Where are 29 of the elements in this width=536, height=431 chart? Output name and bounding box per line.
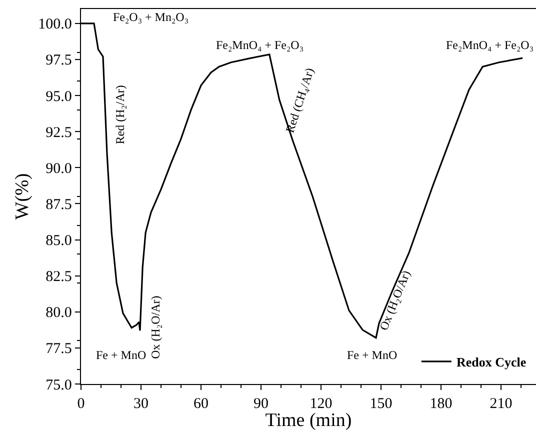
legend-label: Redox Cycle [456,354,526,370]
x-tick-label: 120 [310,396,332,412]
annotation: Red (H₂/Ar) [113,85,128,144]
y-tick-label: 77.5 [46,341,72,358]
y-tick-label: 97.5 [46,52,72,69]
y-tick-label: 82.5 [46,269,72,286]
annotation: Fe + MnO [347,348,398,362]
x-tick-label: 90 [254,396,268,412]
x-tick-label: 60 [194,396,208,412]
x-tick-label: 180 [430,396,452,412]
y-tick-label: 87.5 [46,196,72,213]
y-tick-label: 90.0 [46,160,72,177]
y-tick-label: 92.5 [46,124,72,141]
y-tick-label: 75.0 [46,377,72,394]
annotation: Fe₂MnO₄ + Fe₂O₃ [446,38,534,52]
y-tick-label: 85.0 [46,233,72,250]
x-tick-label: 0 [77,396,85,412]
x-tick-label: 30 [134,396,148,412]
annotation: Fe₂MnO₄ + Fe₂O₃ [216,38,304,52]
x-axis-title: Time (min) [265,410,352,431]
y-axis-title: W(%) [12,173,33,220]
x-tick-label: 210 [490,396,512,412]
annotation: Fe₂O₃ + Mn₂O₃ [113,10,189,24]
annotation: Ox (H₂O/Ar) [148,296,162,359]
y-tick-label: 100.0 [38,16,72,33]
annotation: Fe + MnO [96,348,146,362]
y-tick-label: 95.0 [46,88,72,105]
y-tick-label: 80.0 [46,305,72,322]
x-tick-label: 150 [370,396,392,412]
